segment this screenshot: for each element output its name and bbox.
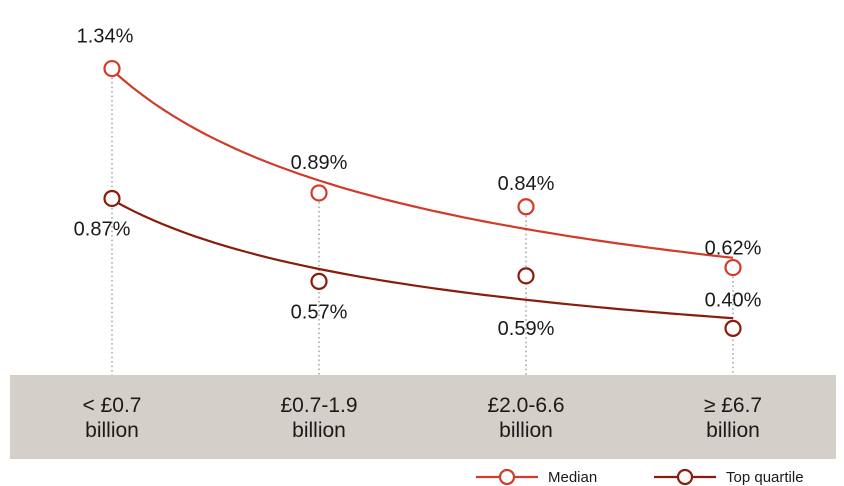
- trend-line: [111, 69, 734, 259]
- data-label: 0.87%: [74, 218, 131, 240]
- data-point: [310, 184, 328, 202]
- category-label: ≥ £6.7 billion: [704, 394, 762, 442]
- data-point: [310, 272, 328, 290]
- legend-marker: [498, 468, 516, 486]
- data-label: 0.84%: [498, 173, 555, 195]
- category-band: [10, 375, 836, 459]
- category-labels: < £0.7 billion £0.7-1.9 billion £2.0-6.6 bill…: [83, 394, 763, 442]
- category-label: £2.0-6.6 billion: [487, 394, 564, 442]
- data-label: 0.57%: [291, 301, 348, 323]
- guide-lines: [111, 68, 734, 375]
- data-label: 0.89%: [291, 152, 348, 174]
- category-label: < £0.7 billion: [83, 394, 142, 442]
- legend-label: Median: [548, 469, 597, 486]
- legend: Median Top quartile: [476, 468, 804, 486]
- data-label: 0.62%: [705, 238, 762, 260]
- data-point: [103, 189, 121, 208]
- data-points: [103, 59, 742, 337]
- data-point: [517, 267, 535, 285]
- data-label: 1.34%: [77, 26, 134, 48]
- data-label: 0.59%: [498, 318, 555, 340]
- data-point: [724, 258, 742, 277]
- trend-line: [111, 198, 734, 320]
- legend-marker: [676, 468, 694, 486]
- data-point: [517, 198, 535, 216]
- value-labels: 1.34% 0.89% 0.84% 0.62% 0.87% 0.57% 0.59% 0.40%: [74, 26, 762, 340]
- trend-lines: [111, 69, 734, 320]
- data-label: 0.40%: [705, 289, 762, 311]
- data-point: [103, 59, 121, 78]
- data-point: [724, 319, 742, 337]
- category-label: £0.7-1.9 billion: [280, 394, 357, 442]
- legend-label: Top quartile: [726, 469, 804, 486]
